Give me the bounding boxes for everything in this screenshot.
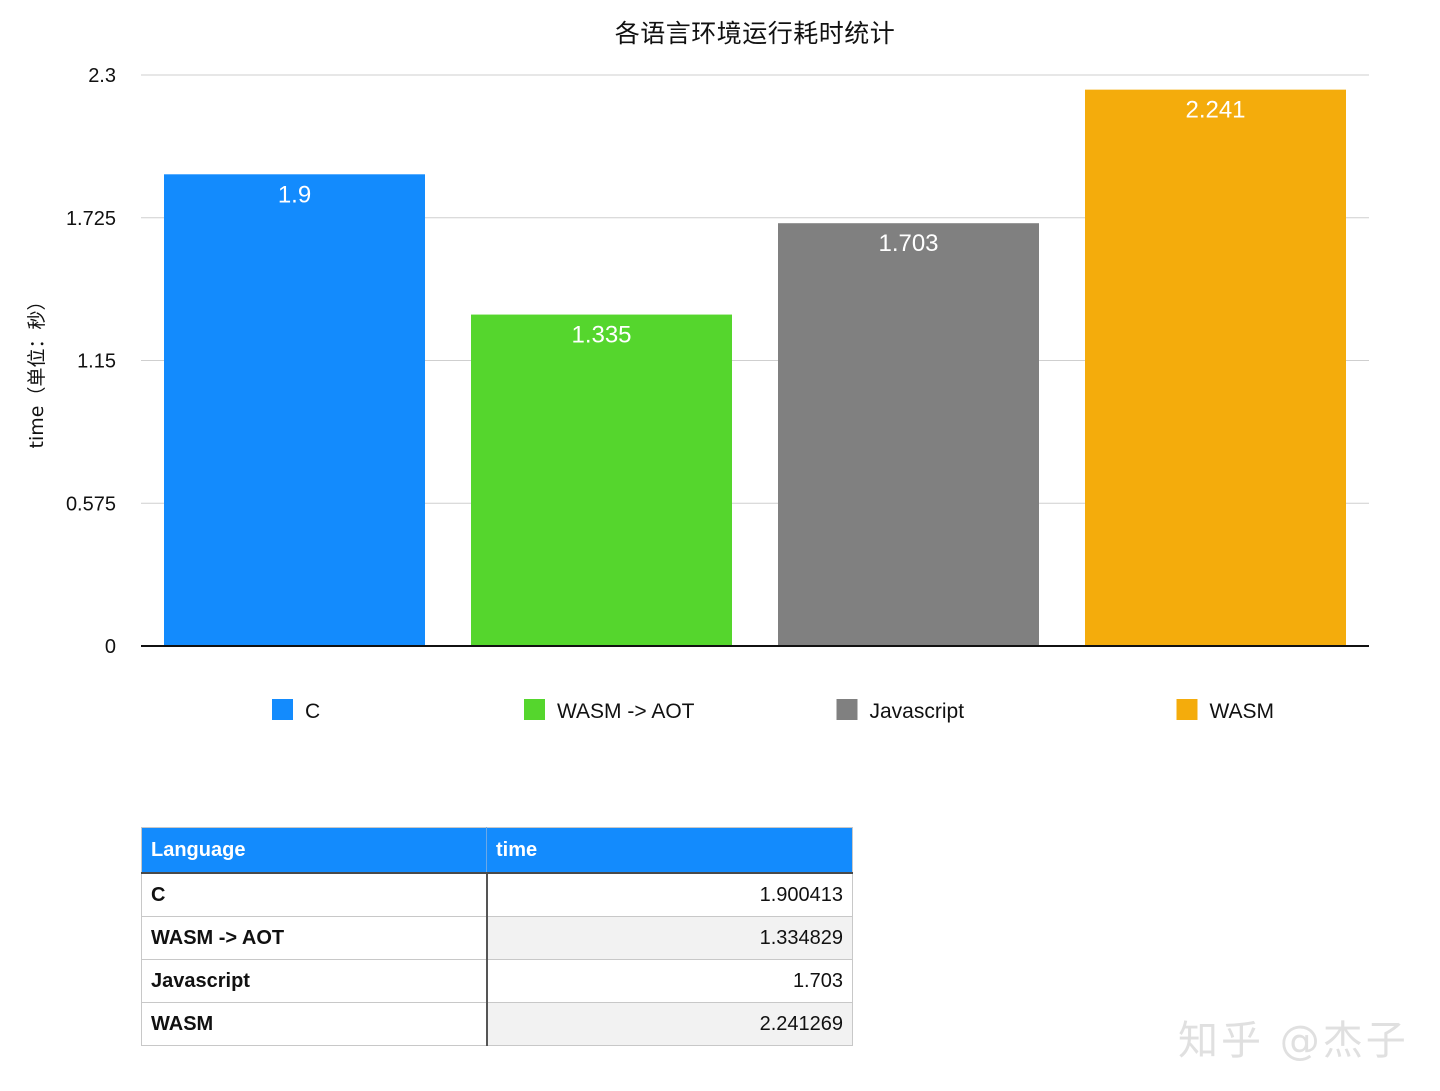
y-tick-label: 0 [105,636,116,658]
table-cell-time: 1.703 [485,959,853,1003]
table-row: WASM 2.241269 [141,1002,853,1046]
chart-title: 各语言环境运行耗时统计 [614,19,896,48]
bar-wasm-aot [471,314,732,646]
legend-label: C [305,700,320,723]
table-cell-language: C [141,873,487,917]
data-label: 2.241 [1185,97,1245,124]
table-cell-language: WASM [141,1002,487,1046]
bar-c [164,174,425,646]
watermark: 知乎 @杰子 [1178,1018,1409,1064]
legend-swatch [1176,699,1198,720]
data-label: 1.335 [571,322,631,349]
data-label: 1.703 [878,230,938,257]
table-row: Javascript 1.703 [141,959,853,1003]
y-tick-label: 1.15 [77,351,116,373]
table-header-time: time [486,827,853,874]
y-tick-label: 0.575 [66,493,116,515]
bar-javascript [778,223,1039,647]
table-cell-time: 1.334829 [485,916,853,960]
data-label: 1.9 [278,181,311,208]
data-table: Language time C 1.900413 WASM -> AOT 1.3… [141,827,853,1046]
legend-label: Javascript [870,700,965,723]
legend-swatch [272,699,293,720]
legend-swatch [836,699,858,720]
legend-label: WASM [1210,700,1275,723]
bar-wasm [1085,89,1346,646]
legend-label: WASM -> AOT [557,700,695,723]
table-header-row: Language time [141,827,853,874]
table-cell-language: Javascript [141,959,487,1003]
table-cell-language: WASM -> AOT [141,916,487,960]
table-header-language: Language [141,827,487,874]
table-cell-time: 2.241269 [485,1002,853,1046]
bar-chart: 0 0.575 1.15 1.725 2.3 time（单位：秒） 1.9 1.335 1.70… [26,65,1369,723]
table-row: C 1.900413 [141,873,853,917]
y-tick-label: 1.725 [66,208,116,230]
table-cell-time: 1.900413 [485,873,853,917]
y-tick-label: 2.3 [88,65,116,87]
y-axis-label: time（单位：秒） [26,292,48,449]
table-row: WASM -> AOT 1.334829 [141,916,853,960]
legend-swatch [524,699,545,720]
